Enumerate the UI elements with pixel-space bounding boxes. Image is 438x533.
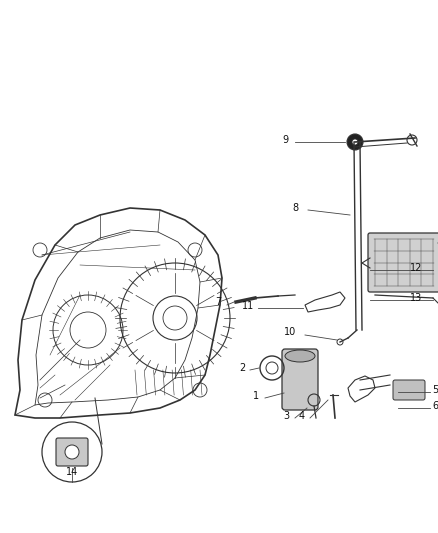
Text: 8: 8	[292, 203, 298, 213]
FancyBboxPatch shape	[56, 438, 88, 466]
Text: 10: 10	[284, 327, 296, 337]
Ellipse shape	[285, 350, 315, 362]
Text: 7: 7	[215, 297, 221, 307]
Text: 4: 4	[299, 411, 305, 421]
Text: 3: 3	[283, 411, 289, 421]
Circle shape	[352, 139, 358, 145]
Text: 2: 2	[239, 363, 245, 373]
FancyBboxPatch shape	[368, 233, 438, 292]
Text: 1: 1	[253, 391, 259, 401]
FancyBboxPatch shape	[282, 349, 318, 410]
Circle shape	[347, 134, 363, 150]
Text: 11: 11	[242, 301, 254, 311]
Text: 14: 14	[66, 467, 78, 477]
FancyBboxPatch shape	[393, 380, 425, 400]
Text: 6: 6	[432, 401, 438, 411]
Text: 9: 9	[282, 135, 288, 145]
Circle shape	[65, 445, 79, 459]
Text: 13: 13	[410, 293, 422, 303]
Text: 5: 5	[432, 385, 438, 395]
Text: 12: 12	[410, 263, 422, 273]
